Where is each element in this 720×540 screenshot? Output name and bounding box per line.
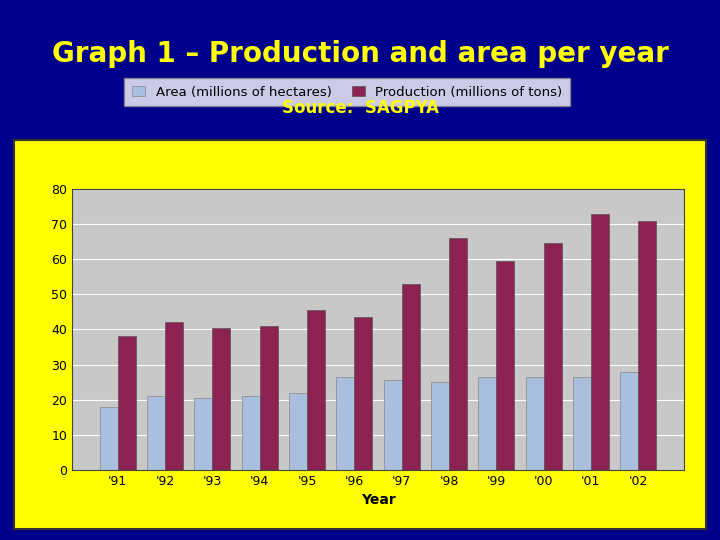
Bar <box>402 284 420 470</box>
Bar <box>147 396 165 470</box>
Bar <box>496 261 514 470</box>
Bar <box>526 377 544 470</box>
Bar <box>100 407 118 470</box>
Bar <box>307 310 325 470</box>
Text: Graph 1 – Production and area per year: Graph 1 – Production and area per year <box>52 40 668 68</box>
Bar <box>194 398 212 470</box>
X-axis label: Year: Year <box>361 493 395 507</box>
Bar <box>431 382 449 470</box>
Bar <box>336 377 354 470</box>
Bar <box>573 377 591 470</box>
Bar <box>384 380 402 470</box>
Bar <box>118 336 136 470</box>
Legend: Area (millions of hectares), Production (millions of tons): Area (millions of hectares), Production … <box>125 78 570 106</box>
Bar <box>620 372 638 470</box>
Bar <box>638 220 656 470</box>
Bar <box>478 377 496 470</box>
Bar <box>212 328 230 470</box>
Bar <box>289 393 307 470</box>
Bar <box>354 317 372 470</box>
Bar <box>591 213 609 470</box>
Bar <box>242 396 260 470</box>
Bar <box>165 322 183 470</box>
Bar <box>544 244 562 470</box>
Bar <box>449 238 467 470</box>
Bar <box>260 326 278 470</box>
Text: Source:  SAGPYA: Source: SAGPYA <box>282 99 438 117</box>
